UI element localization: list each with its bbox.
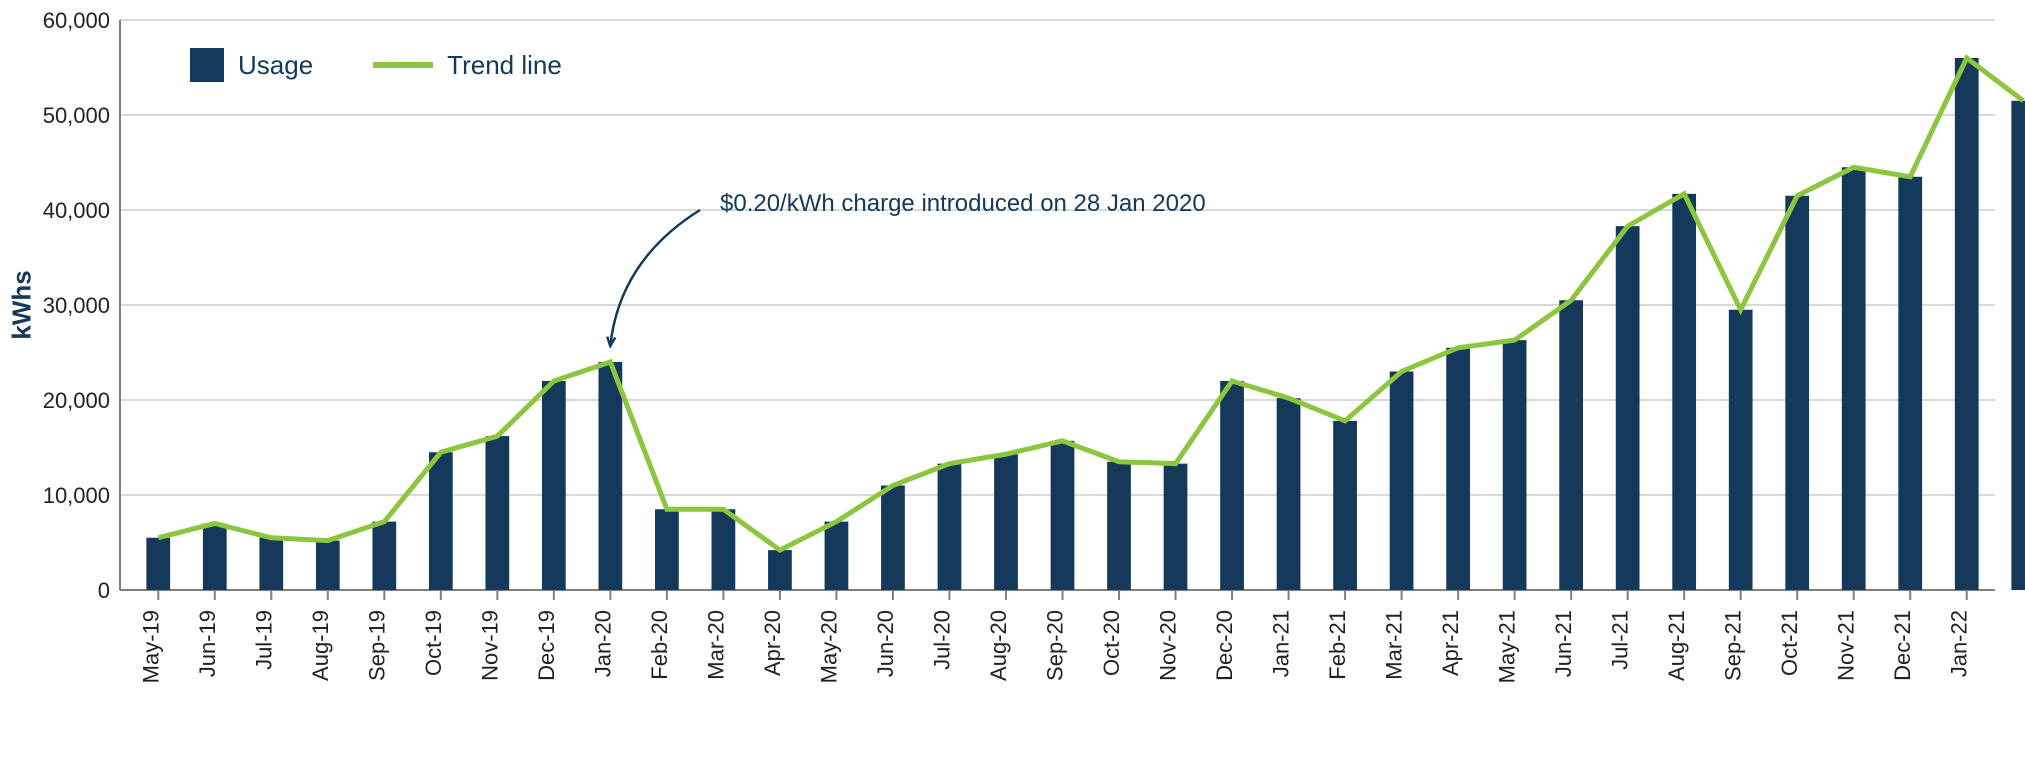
- usage-bar: [429, 452, 453, 590]
- legend-label: Trend line: [447, 50, 562, 81]
- usage-bar: [1164, 464, 1188, 590]
- usage-bar: [881, 486, 905, 591]
- legend-swatch-line: [373, 62, 433, 68]
- x-tick-label: Jun-20: [873, 610, 898, 677]
- usage-bar: [994, 454, 1018, 590]
- usage-bar: [203, 524, 227, 591]
- y-tick-label: 60,000: [43, 8, 110, 33]
- legend-swatch-bar: [190, 48, 224, 82]
- usage-bar: [542, 381, 566, 590]
- x-tick-label: Sep-19: [364, 610, 389, 681]
- x-tick-label: Nov-19: [477, 610, 502, 681]
- x-tick-label: Apr-21: [1438, 610, 1463, 676]
- x-tick-label: Aug-20: [986, 610, 1011, 681]
- x-tick-label: May-19: [138, 610, 163, 683]
- x-tick-label: Oct-21: [1777, 610, 1802, 676]
- x-tick-label: Jul-21: [1608, 610, 1633, 670]
- usage-bar: [2011, 101, 2025, 590]
- usage-bar: [1503, 340, 1527, 590]
- x-tick-label: Aug-21: [1664, 610, 1689, 681]
- x-tick-label: May-20: [816, 610, 841, 683]
- y-tick-label: 40,000: [43, 198, 110, 223]
- usage-bar: [372, 522, 396, 590]
- x-tick-label: Jan-21: [1269, 610, 1294, 677]
- chart-canvas: 0 10,000 20,000 30,000 40,000 50,000 60,000 May…: [0, 0, 2025, 772]
- x-tick-label: Sep-21: [1721, 610, 1746, 681]
- x-tick-label: Jun-19: [195, 610, 220, 677]
- usage-bar: [768, 550, 792, 590]
- usage-bar: [1842, 167, 1866, 590]
- x-tick-label: Oct-20: [1099, 610, 1124, 676]
- usage-bar: [1333, 421, 1357, 590]
- usage-bar: [1616, 226, 1640, 590]
- usage-bar: [712, 509, 736, 590]
- usage-bar: [316, 541, 340, 590]
- usage-bar: [1277, 398, 1301, 590]
- y-tick-label: 0: [98, 578, 110, 603]
- x-tick-label: Jan-22: [1947, 610, 1972, 677]
- usage-bar: [1672, 194, 1696, 590]
- usage-bar: [146, 538, 170, 590]
- y-axis-label: kWhs: [7, 270, 38, 339]
- usage-bar: [1955, 58, 1979, 590]
- chart-annotation: $0.20/kWh charge introduced on 28 Jan 20…: [720, 190, 1206, 218]
- usage-bar: [938, 464, 962, 590]
- x-tick-label: Jun-21: [1551, 610, 1576, 677]
- x-tick-label: Dec-20: [1212, 610, 1237, 681]
- legend-item: Usage: [190, 48, 313, 82]
- usage-bar: [1107, 462, 1131, 590]
- x-tick-label: Aug-19: [308, 610, 333, 681]
- y-tick-label: 10,000: [43, 483, 110, 508]
- usage-bar: [1785, 196, 1809, 590]
- y-tick-label: 20,000: [43, 388, 110, 413]
- usage-bar: [259, 538, 283, 590]
- y-tick-label: 50,000: [43, 103, 110, 128]
- usage-bar: [1898, 177, 1922, 590]
- usage-bar: [1559, 300, 1583, 590]
- legend-label: Usage: [238, 50, 313, 81]
- annotation-arrow: [610, 210, 700, 345]
- x-tick-label: Nov-20: [1156, 610, 1181, 681]
- usage-bar: [1051, 441, 1075, 590]
- usage-bar: [1446, 348, 1470, 590]
- x-tick-label: Oct-19: [421, 610, 446, 676]
- usage-bar: [655, 509, 679, 590]
- x-tick-label: Jul-20: [929, 610, 954, 670]
- legend-item: Trend line: [373, 50, 562, 81]
- usage-bar: [1220, 381, 1244, 590]
- x-tick-label: Feb-20: [647, 610, 672, 680]
- usage-bar: [825, 522, 849, 590]
- usage-bar: [485, 436, 509, 590]
- x-tick-label: Sep-20: [1043, 610, 1068, 681]
- usage-bar: [599, 362, 623, 590]
- x-tick-label: Jul-19: [251, 610, 276, 670]
- usage-chart: 0 10,000 20,000 30,000 40,000 50,000 60,000 May…: [0, 0, 2025, 772]
- x-tick-label: Mar-20: [703, 610, 728, 680]
- x-tick-label: Dec-21: [1890, 610, 1915, 681]
- x-tick-label: Dec-19: [534, 610, 559, 681]
- y-tick-label: 30,000: [43, 293, 110, 318]
- usage-bar: [1390, 372, 1414, 591]
- usage-bar: [1729, 310, 1753, 590]
- x-tick-label: Jan-20: [590, 610, 615, 677]
- x-tick-label: Feb-21: [1325, 610, 1350, 680]
- x-tick-label: Mar-21: [1382, 610, 1407, 680]
- x-tick-label: Apr-20: [760, 610, 785, 676]
- chart-legend: Usage Trend line: [190, 48, 562, 82]
- x-tick-label: Nov-21: [1834, 610, 1859, 681]
- x-tick-label: May-21: [1495, 610, 1520, 683]
